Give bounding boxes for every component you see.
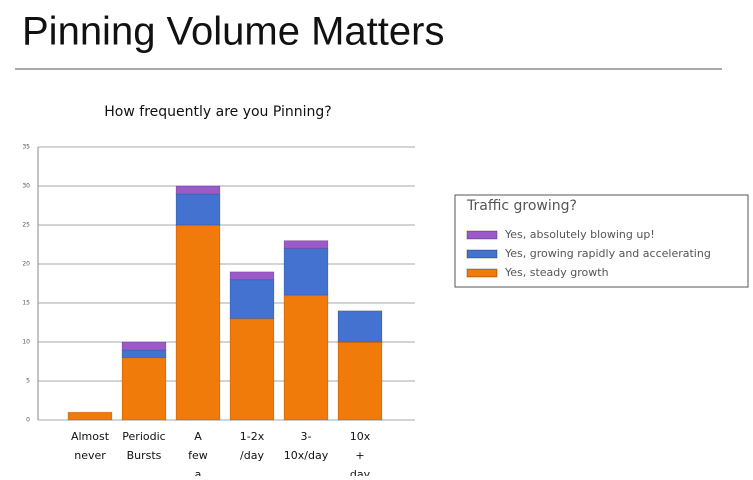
x-tick-label: 10x + day [350, 430, 371, 476]
bar-segment [121, 357, 167, 421]
bar-segment [175, 193, 221, 226]
x-tick-label: Periodic Bursts [122, 430, 165, 462]
y-tick-label: 20 [22, 261, 30, 268]
slide-title: Pinning Volume Matters [22, 10, 444, 54]
bar-segment [175, 224, 221, 421]
bar-segment [283, 294, 329, 421]
bar-segment [283, 247, 329, 296]
y-tick-label: 30 [22, 183, 30, 190]
bar-segment [229, 271, 275, 281]
legend-label: Yes, steady growth [504, 266, 609, 279]
x-tick-label: Afewaweek [184, 430, 214, 476]
legend-box [454, 194, 749, 288]
legend-swatch [466, 268, 498, 278]
legend-swatch [466, 249, 498, 259]
bar-segment [229, 279, 275, 320]
bar-segment [175, 185, 221, 195]
legend-swatch [466, 230, 498, 240]
legend-title: Traffic growing? [466, 198, 577, 214]
bar-segment [229, 318, 275, 421]
x-tick-label: 3-10x/day [284, 430, 329, 462]
bar-segment [67, 411, 113, 421]
y-tick-label: 10 [22, 339, 30, 346]
y-tick-label: 5 [26, 378, 30, 385]
bar-segment [121, 349, 167, 359]
y-tick-label: 15 [22, 300, 30, 307]
x-tick-label: 1-2x/day [240, 430, 265, 462]
y-tick-label: 35 [22, 144, 30, 151]
bar-segment [337, 341, 383, 421]
chart-title: How frequently are you Pinning? [104, 104, 331, 120]
x-tick-label: Almost never [71, 430, 110, 462]
legend-label: Yes, growing rapidly and accelerating [504, 247, 711, 260]
bar-segment [121, 341, 167, 351]
y-tick-label: 25 [22, 222, 30, 229]
legend-label: Yes, absolutely blowing up! [504, 228, 655, 241]
y-tick-label: 0 [26, 417, 30, 424]
bar-segment [283, 240, 329, 249]
bar-segment [337, 310, 383, 343]
